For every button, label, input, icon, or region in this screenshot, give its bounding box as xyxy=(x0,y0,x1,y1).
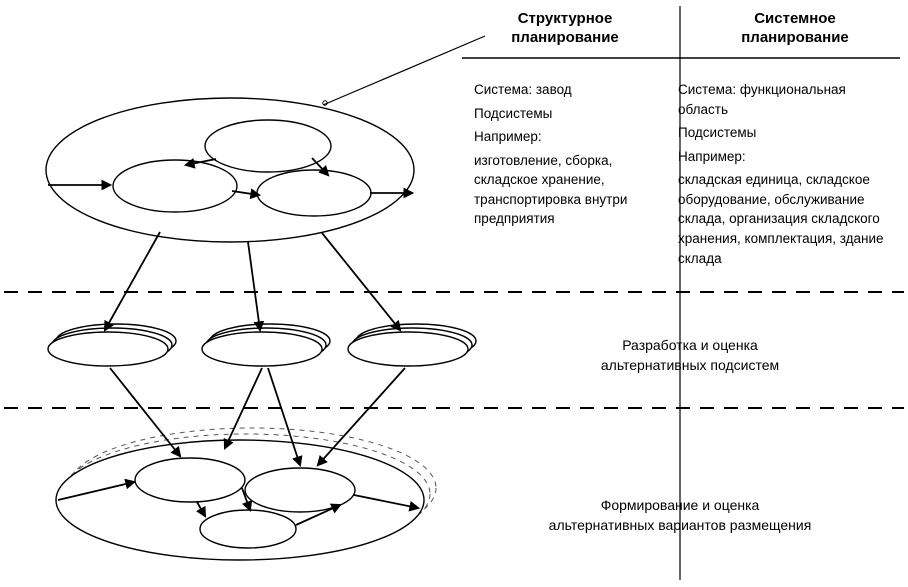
header-col-system: Системное планирование xyxy=(690,10,900,48)
right-system-label: Система: функциональная область xyxy=(678,80,890,119)
header-col2-line1: Системное xyxy=(754,10,836,27)
bot-label-line1: Формирование и оценка xyxy=(601,497,760,513)
mid-label-line2: альтернативных подсистем xyxy=(601,357,779,373)
header-col2-line2: планирование xyxy=(741,29,849,46)
right-example-label: Например: xyxy=(678,147,890,167)
left-example-label: Например: xyxy=(474,127,670,147)
left-system-label: Система: завод xyxy=(474,80,670,100)
description-col-right: Система: функциональная область Подсисте… xyxy=(670,80,890,272)
right-example-text: складская единица, складское оборудовани… xyxy=(678,170,890,268)
mid-label-line1: Разработка и оценка xyxy=(622,337,758,353)
description-columns: Система: завод Подсистемы Например: изго… xyxy=(470,80,890,272)
bot-label-line2: альтернативных вариантов размещения xyxy=(549,517,812,533)
mid-section-label: Разработка и оценка альтернативных подси… xyxy=(540,335,840,376)
header-col1-line2: планирование xyxy=(511,29,619,46)
left-subsystems-label: Подсистемы xyxy=(474,104,670,124)
right-subsystems-label: Подсистемы xyxy=(678,123,890,143)
header-col-structural: Структурное планирование xyxy=(460,10,670,48)
header-col1-line1: Структурное xyxy=(518,10,613,27)
description-col-left: Система: завод Подсистемы Например: изго… xyxy=(470,80,670,272)
bottom-section-label: Формирование и оценка альтернативных вар… xyxy=(480,495,880,536)
column-headers: Структурное планирование Системное плани… xyxy=(0,10,908,48)
left-example-text: изготовление, сборка, складское хранение… xyxy=(474,151,670,229)
